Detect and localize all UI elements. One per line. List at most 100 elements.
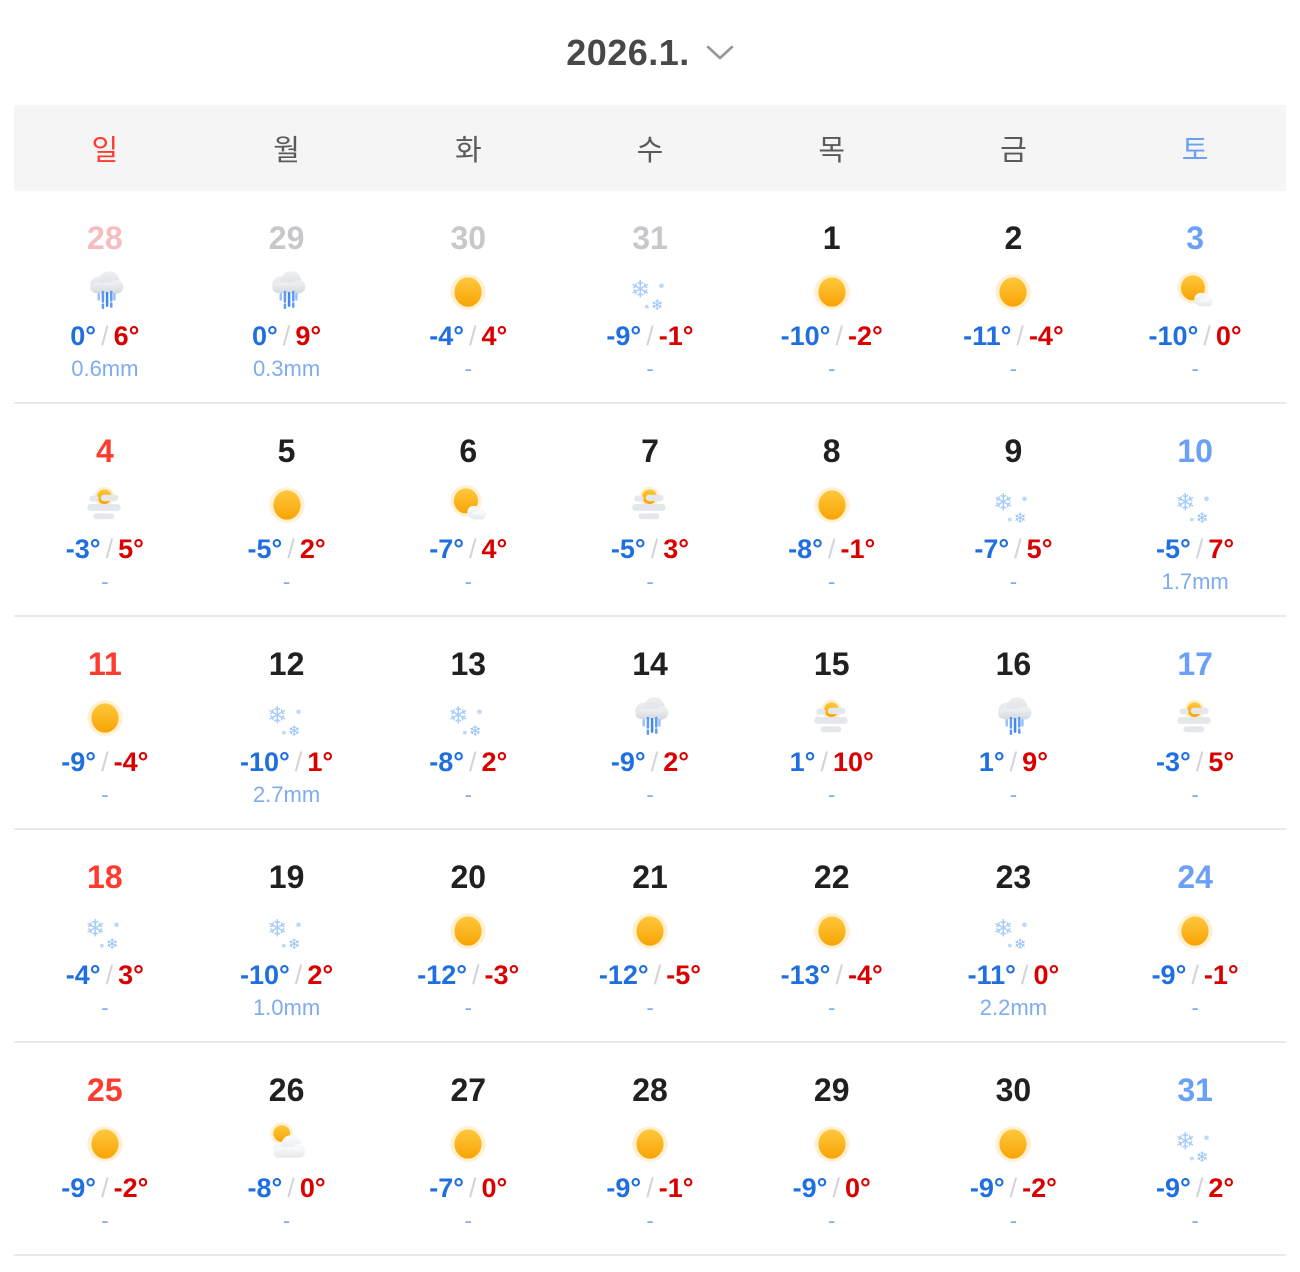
calendar-day-cell[interactable]: 2 -11° / -4° - xyxy=(923,191,1105,402)
precipitation: - xyxy=(464,569,472,594)
svg-text:❄: ❄ xyxy=(1014,936,1026,953)
low-temp: -10° xyxy=(1148,321,1199,351)
temperature-range: -5°/2° xyxy=(247,534,325,564)
low-temp: -11° xyxy=(963,321,1012,351)
calendar-day-cell[interactable]: 19 ❄ ❄ -10°/2° 1.0mm xyxy=(196,830,378,1041)
day-number: 23 xyxy=(995,859,1032,895)
chevron-down-icon[interactable] xyxy=(706,45,734,66)
precipitation: 1.7mm xyxy=(1161,569,1229,594)
calendar-day-cell[interactable]: 24 -9° / -1° - xyxy=(1104,830,1286,1041)
precipitation: 2.2mm xyxy=(979,995,1048,1020)
week-row: 11 -9° / -4° -12 ❄ ❄ -10°/1° 2.7mm 13 ❄ ❄ -8°… xyxy=(14,617,1286,830)
temperature-range: -7°/4° xyxy=(429,534,507,564)
mostly-cloudy-icon xyxy=(264,1120,310,1166)
temp-separator: / xyxy=(1195,747,1204,777)
calendar-day-cell[interactable]: 30 -4°/4° - xyxy=(377,191,559,402)
precipitation: - xyxy=(1191,782,1199,807)
svg-text:❄: ❄ xyxy=(1196,510,1208,527)
calendar-day-cell[interactable]: 12 ❄ ❄ -10°/1° 2.7mm xyxy=(196,617,378,828)
calendar-day-cell[interactable]: 15 1°/10° - xyxy=(741,617,923,828)
precipitation: - xyxy=(464,782,472,807)
precipitation: - xyxy=(101,569,109,594)
precipitation: - xyxy=(828,782,836,807)
rain-icon xyxy=(990,694,1036,740)
temperature-range: -3°/5° xyxy=(66,534,144,564)
day-number: 17 xyxy=(1177,646,1213,682)
calendar-day-cell[interactable]: 17 -3°/5° - xyxy=(1104,617,1286,828)
low-temp: -5° xyxy=(610,534,646,564)
sunny-icon xyxy=(809,907,855,953)
calendar-day-cell[interactable]: 29 -9°/0° - xyxy=(741,1043,923,1254)
calendar-day-cell[interactable]: 1 -10° / -2° - xyxy=(741,191,923,402)
svg-text:❄: ❄ xyxy=(85,914,105,942)
calendar-day-cell[interactable]: 23 ❄ ❄ -11°/0° 2.2mm xyxy=(923,830,1105,1041)
calendar-day-cell[interactable]: 22 -13° / -4° - xyxy=(741,830,923,1041)
calendar-day-cell[interactable]: 31 ❄ ❄ -9° / -1° - xyxy=(559,191,741,402)
high-temp: 5° xyxy=(1208,747,1235,777)
calendar-day-cell[interactable]: 25 -9° / -2° - xyxy=(14,1043,196,1254)
calendar-day-cell[interactable]: 9 ❄ ❄ -7°/5° - xyxy=(923,404,1105,615)
low-temp: -10° xyxy=(780,321,831,351)
calendar-day-cell[interactable]: 30 -9° / -2° - xyxy=(923,1043,1105,1254)
calendar-day-cell[interactable]: 20 -12° / -3° - xyxy=(377,830,559,1041)
high-temp: -2° xyxy=(1022,1173,1057,1203)
high-temp: -5° xyxy=(666,960,702,990)
calendar-day-cell[interactable]: 4 -3°/5° - xyxy=(14,404,196,615)
day-number: 31 xyxy=(1177,1072,1213,1108)
weekday-header-row: 일 월 화 수 목 금 토 xyxy=(14,105,1286,191)
calendar-day-cell[interactable]: 27 -7°/0° - xyxy=(377,1043,559,1254)
svg-text:❄: ❄ xyxy=(630,275,650,303)
day-number: 15 xyxy=(813,646,850,682)
low-temp: -5° xyxy=(247,534,283,564)
snow-icon: ❄ ❄ xyxy=(264,907,310,953)
temp-separator: / xyxy=(101,747,109,777)
high-temp: 0° xyxy=(481,1173,508,1203)
calendar-day-cell[interactable]: 28 -9° / -1° - xyxy=(559,1043,741,1254)
sunny-icon xyxy=(445,268,491,314)
haze-icon xyxy=(82,481,128,527)
svg-text:❄: ❄ xyxy=(1196,1149,1208,1166)
sunny-icon xyxy=(809,481,855,527)
sunny-icon xyxy=(990,1120,1036,1166)
calendar-day-cell[interactable]: 29 0°/9° 0.3mm xyxy=(196,191,378,402)
calendar-day-cell[interactable]: 5 -5°/2° - xyxy=(196,404,378,615)
calendar-day-cell[interactable]: 14 -9°/2° - xyxy=(559,617,741,828)
calendar-day-cell[interactable]: 26 -8°/0° - xyxy=(196,1043,378,1254)
sunny-icon xyxy=(809,1120,855,1166)
svg-text:❄: ❄ xyxy=(994,914,1014,942)
precipitation: - xyxy=(101,1208,109,1233)
calendar-day-cell[interactable]: 3 -10°/0° - xyxy=(1104,191,1286,402)
calendar-day-cell[interactable]: 6 -7°/4° - xyxy=(377,404,559,615)
calendar-day-cell[interactable]: 10 ❄ ❄ -5°/7° 1.7mm xyxy=(1104,404,1286,615)
weekday-label-mon: 월 xyxy=(273,135,300,167)
temperature-range: -12° / -5° xyxy=(599,960,701,990)
snow-icon: ❄ ❄ xyxy=(990,907,1036,953)
high-temp: -2° xyxy=(847,321,883,351)
day-number: 2 xyxy=(1004,220,1023,256)
high-temp: 2° xyxy=(299,534,326,564)
calendar-day-cell[interactable]: 8 -8° / -1° - xyxy=(741,404,923,615)
haze-icon xyxy=(627,481,673,527)
low-temp: -9° xyxy=(1151,960,1187,990)
svg-text:❄: ❄ xyxy=(1014,510,1026,527)
calendar-day-cell[interactable]: 31 ❄ ❄ -9°/2° - xyxy=(1104,1043,1286,1254)
temperature-range: -9°/2° xyxy=(611,747,689,777)
temp-separator: / xyxy=(287,1173,295,1203)
temperature-range: -5°/3° xyxy=(611,534,689,564)
temp-separator: / xyxy=(1020,960,1029,990)
calendar-day-cell[interactable]: 16 1°/9° - xyxy=(923,617,1105,828)
calendar-day-cell[interactable]: 13 ❄ ❄ -8°/2° - xyxy=(377,617,559,828)
temp-separator: / xyxy=(101,321,109,351)
calendar-day-cell[interactable]: 18 ❄ ❄ -4°/3° - xyxy=(14,830,196,1041)
temp-separator: / xyxy=(472,960,480,990)
calendar-day-cell[interactable]: 11 -9° / -4° - xyxy=(14,617,196,828)
calendar-day-cell[interactable]: 21 -12° / -5° - xyxy=(559,830,741,1041)
calendar-day-cell[interactable]: 28 0°/6° 0.6mm xyxy=(14,191,196,402)
month-selector[interactable]: 2026.1. xyxy=(0,0,1300,105)
month-title: 2026.1. xyxy=(566,31,690,73)
rain-icon xyxy=(82,268,128,314)
temperature-range: 0°/6° xyxy=(70,321,139,351)
week-row: 18 ❄ ❄ -4°/3° -19 ❄ ❄ -10°/2° 1.0mm 20 -12°… xyxy=(14,830,1286,1043)
calendar-day-cell[interactable]: 7 -5°/3° - xyxy=(559,404,741,615)
temp-separator: / xyxy=(646,1173,654,1203)
